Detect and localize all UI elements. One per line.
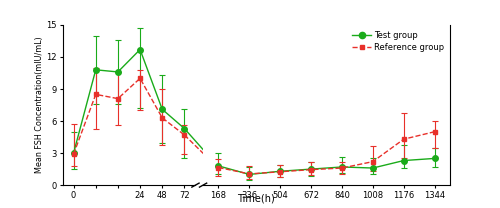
Y-axis label: Mean FSH Concentration(mIU/mL): Mean FSH Concentration(mIU/mL) <box>34 37 43 173</box>
Text: Time(h): Time(h) <box>238 194 275 204</box>
Legend: Test group, Reference group: Test group, Reference group <box>350 29 446 54</box>
